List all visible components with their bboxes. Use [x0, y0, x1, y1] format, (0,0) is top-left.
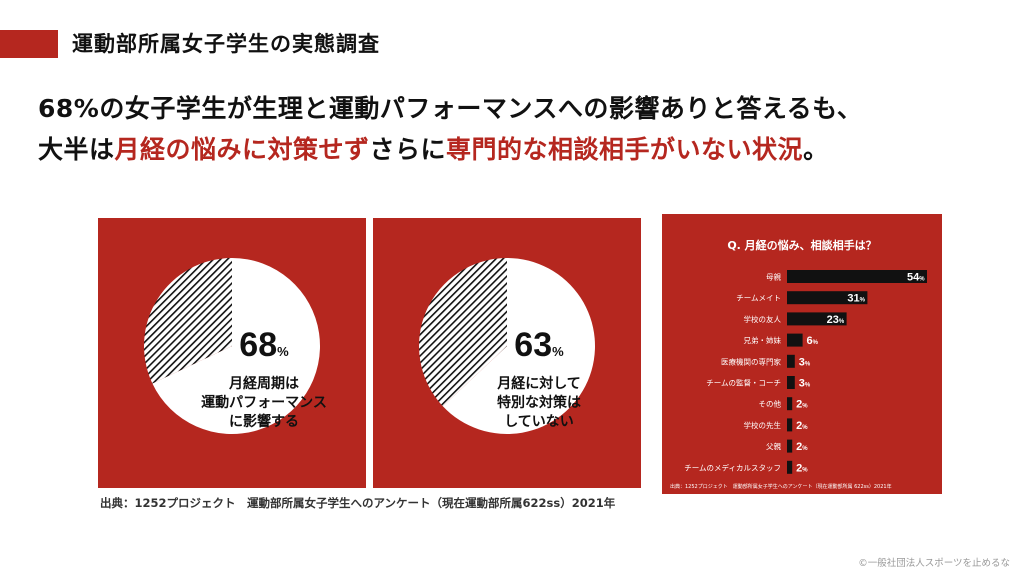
pie-slice-other — [144, 258, 232, 384]
headline-part: 。 — [803, 135, 829, 164]
bar-chart-source: 出典：1252プロジェクト 運動部所属女子学生へのアンケート（現在運動部所属 6… — [670, 483, 892, 490]
bar-chart-consultation: Q. 月経の悩み、相談相手は？ 母親 54% チームメイト 31% 学校の友人 23% 兄弟… — [670, 238, 927, 490]
headline-part: 大半は — [38, 135, 115, 164]
header-accent-bar — [0, 30, 58, 58]
bar-value-label: 54% — [907, 272, 925, 284]
bar-value-label: 6% — [807, 335, 819, 347]
bar — [787, 291, 868, 305]
pie-percent-unit: % — [277, 344, 289, 359]
bar-value-label: 3% — [799, 378, 811, 390]
pie-label-line: 特別な対策は — [497, 394, 581, 411]
bar-category-label: その他 — [759, 399, 782, 409]
pie-panel-no-measures: 63% 月経に対して 特別な対策は していない — [373, 218, 641, 488]
pie-percent-number: 68 — [239, 326, 277, 364]
bar-category-label: チームの監督・コーチ — [706, 378, 781, 388]
pie-chart-menstrual-impact: 68% 月経周期は 運動パフォーマンス に影響する — [144, 258, 327, 434]
source-note: 出典：1252プロジェクト 運動部所属女子学生へのアンケート（現在運動部所属62… — [100, 496, 616, 510]
headline-highlight: 月経の悩みに対策せず — [114, 135, 370, 164]
bar-category-label: 母親 — [766, 272, 781, 282]
pie-slice-other — [418, 258, 507, 407]
pie-slice-yes — [152, 258, 321, 434]
pie-label-line: 月経周期は — [228, 375, 299, 392]
headline-highlight: 専門的な相談相手がいない状況 — [446, 135, 804, 164]
bar — [787, 397, 793, 411]
bar-value-label: 23% — [827, 314, 845, 326]
pie-label-line: していない — [504, 414, 574, 430]
bar-value-label: 31% — [847, 293, 865, 305]
bar — [787, 418, 793, 432]
bar-category-label: 兄弟・姉妹 — [744, 335, 782, 345]
bar-category-label: 学校の友人 — [744, 314, 782, 324]
pie-chart-no-measures: 63% 月経に対して 特別な対策は していない — [418, 258, 595, 434]
bar-category-label: 父親 — [766, 441, 781, 451]
bar-value-label: 2% — [796, 420, 808, 432]
bar-panel-consultation: Q. 月経の悩み、相談相手は？ 母親 54% チームメイト 31% 学校の友人 23% 兄弟… — [662, 214, 942, 494]
pie-percent-unit: % — [552, 344, 564, 359]
svg-text:68%: 68% — [239, 326, 289, 364]
pie-label-line: に影響する — [229, 413, 299, 430]
bar — [787, 312, 847, 326]
bar-chart-title: Q. 月経の悩み、相談相手は？ — [727, 238, 876, 252]
bar — [787, 270, 927, 283]
bar-category-label: チームのメディカルスタッフ — [684, 462, 781, 472]
bar-category-label: チームメイト — [736, 294, 781, 303]
bar-value-label: 2% — [796, 441, 808, 453]
bar-value-label: 2% — [796, 462, 808, 474]
headline: 68%の女子学生が生理と運動パフォーマンスへの影響ありと答えるも、 大半は月経の… — [38, 88, 862, 170]
pie-percent-number: 63 — [514, 326, 552, 364]
bar-category-label: 医療機関の専門家 — [721, 356, 781, 366]
bar-category-label: 学校の先生 — [744, 420, 782, 430]
headline-line-2: 大半は月経の悩みに対策せずさらに専門的な相談相手がいない状況。 — [38, 129, 862, 170]
bar — [787, 460, 793, 474]
bar — [787, 439, 793, 453]
bar-value-label: 3% — [799, 356, 811, 368]
bar-value-label: 2% — [796, 399, 808, 411]
bar — [787, 333, 803, 347]
bar — [787, 376, 795, 389]
pie-label-line: 月経に対して — [496, 375, 581, 392]
headline-part: さらに — [369, 135, 447, 164]
pie-label-line: 運動パフォーマンス — [201, 394, 327, 411]
headline-line-1: 68%の女子学生が生理と運動パフォーマンスへの影響ありと答えるも、 — [38, 94, 863, 123]
pie-panel-menstrual-impact: 68% 月経周期は 運動パフォーマンス に影響する — [98, 218, 366, 488]
pie-slice-yes — [442, 258, 595, 434]
bar — [787, 354, 795, 368]
copyright: ©一般社団法人スポーツを止めるな — [858, 558, 1010, 569]
page-title: 運動部所属女子学生の実態調査 — [72, 32, 380, 56]
svg-text:63%: 63% — [514, 326, 564, 364]
